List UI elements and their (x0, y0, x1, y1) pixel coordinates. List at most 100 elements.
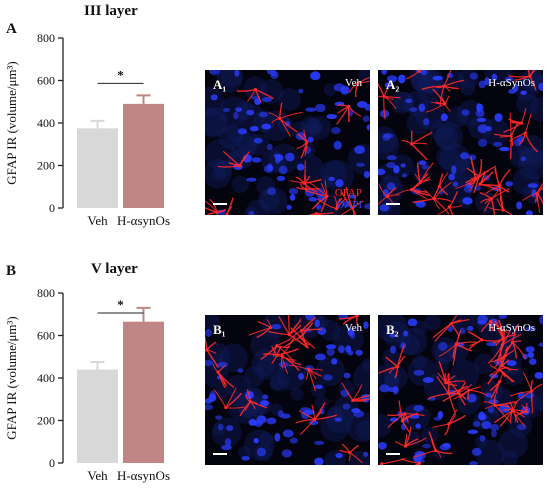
gfap-process (383, 95, 401, 99)
gfap-process (433, 181, 452, 199)
gfap-process (300, 316, 317, 332)
scale-bar-b2 (386, 453, 400, 455)
dapi-nucleus (205, 359, 214, 366)
gfap-astrocyte (268, 315, 309, 349)
background-haze (237, 446, 251, 459)
gfap-process (436, 376, 450, 394)
background-haze (484, 70, 514, 85)
gfap-soma (248, 399, 252, 404)
dapi-nucleus (389, 333, 396, 338)
dapi-nucleus (331, 358, 338, 365)
gfap-soma (529, 389, 534, 393)
gfap-astrocyte (205, 335, 219, 368)
dapi-nucleus (363, 170, 370, 179)
gfap-soma (417, 70, 421, 73)
gfap-soma (305, 140, 309, 144)
dapi-nucleus (348, 194, 357, 199)
background-haze (307, 116, 332, 140)
gfap-process (510, 135, 512, 159)
gfap-process (479, 171, 494, 185)
gfap-process (497, 319, 504, 339)
dapi-nucleus (314, 384, 323, 389)
dapi-nucleus (516, 423, 527, 431)
dapi-nucleus (506, 360, 517, 367)
gfap-process (411, 189, 428, 200)
dapi-nucleus (418, 160, 427, 166)
background-haze (238, 402, 254, 418)
background-haze (512, 168, 540, 196)
background-haze (310, 381, 326, 397)
gfap-process (495, 400, 516, 406)
dapi-nucleus (217, 361, 228, 368)
gfap-astrocyte (338, 315, 360, 327)
gfap-soma (380, 462, 384, 465)
background-haze (237, 131, 260, 153)
dapi-nucleus (479, 435, 486, 442)
background-haze (214, 385, 230, 401)
dapi-nucleus (343, 372, 351, 379)
gfap-astrocyte (290, 160, 322, 193)
gfap-process (498, 169, 511, 187)
gfap-soma (351, 206, 355, 210)
dapi-nucleus (315, 204, 322, 210)
gfap-astrocyte (218, 150, 250, 168)
dapi-nucleus (222, 107, 230, 113)
gfap-process (502, 333, 522, 346)
gfap-process (338, 315, 358, 320)
dapi-nucleus (226, 425, 234, 432)
background-haze (473, 353, 495, 375)
gfap-soma (382, 94, 386, 98)
gfap-soma (525, 409, 529, 414)
gfap-process (503, 209, 513, 215)
dapi-nucleus (475, 109, 485, 117)
gfap-astrocyte (500, 323, 527, 361)
dapi-nucleus (315, 103, 326, 113)
gfap-soma (356, 81, 360, 85)
gfap-astrocyte (349, 76, 370, 98)
gfap-process (289, 364, 309, 370)
gfap-process (398, 400, 403, 421)
dapi-nucleus (528, 358, 537, 365)
dapi-nucleus (421, 164, 430, 170)
gfap-process (236, 88, 256, 92)
gfap-soma (501, 208, 505, 212)
gfap-soma (493, 403, 497, 407)
gfap-process (443, 70, 452, 87)
background-haze (436, 145, 460, 170)
background-haze (251, 349, 282, 380)
dapi-nucleus (392, 385, 399, 395)
dapi-nucleus (481, 421, 492, 430)
dapi-nucleus (467, 325, 474, 332)
gfap-process (512, 410, 526, 427)
dapi-nucleus (494, 113, 503, 122)
micrograph-condition-a2: H-αSynOs (488, 77, 535, 89)
gfap-process (276, 348, 299, 356)
gfap-soma (215, 210, 219, 214)
gfap-process (412, 198, 435, 203)
dapi-nucleus (285, 121, 291, 127)
background-haze (300, 116, 322, 138)
micrograph-background (205, 70, 370, 215)
gfap-process (279, 111, 303, 119)
gfap-soma (528, 74, 532, 78)
gfap-process (411, 131, 433, 145)
gfap-process (378, 82, 385, 97)
gfap-astrocyte (400, 458, 422, 465)
gfap-astrocyte (341, 382, 370, 403)
dapi-nucleus (342, 403, 351, 410)
gfap-soma (304, 187, 308, 191)
dapi-nucleus (422, 443, 432, 449)
background-haze (205, 315, 221, 331)
background-haze (378, 413, 392, 438)
gfap-astrocyte (378, 184, 400, 206)
dapi-nucleus (414, 458, 425, 464)
gfap-soma (403, 412, 407, 416)
dapi-nucleus (389, 417, 399, 422)
gfap-soma (447, 422, 451, 426)
gfap-soma (278, 116, 282, 121)
gfap-process (494, 168, 500, 187)
dapi-nucleus (277, 410, 284, 418)
micrograph-background (205, 315, 370, 465)
dapi-nucleus (351, 408, 361, 413)
dapi-nucleus (261, 97, 272, 102)
